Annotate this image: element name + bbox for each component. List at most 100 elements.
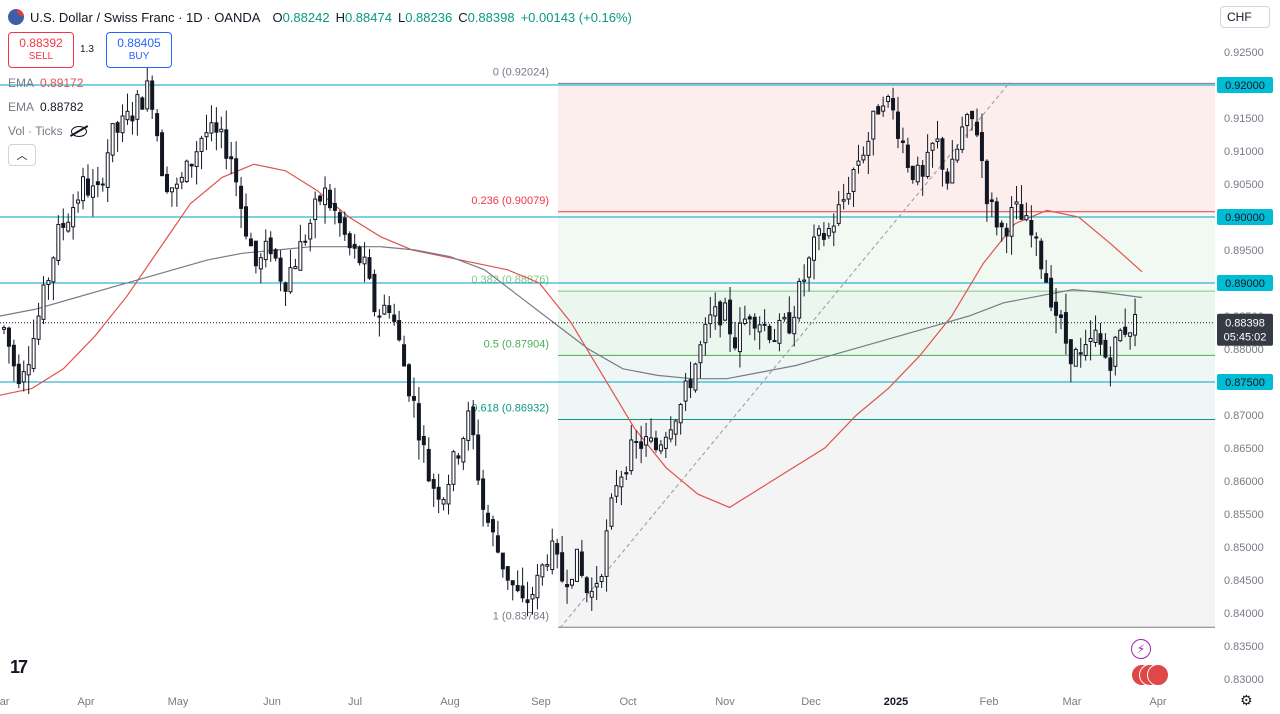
candle bbox=[31, 319, 36, 373]
candle-body bbox=[713, 306, 718, 317]
candle-body bbox=[1098, 333, 1103, 345]
candle-body bbox=[673, 420, 678, 435]
x-tick-label: Sep bbox=[531, 696, 551, 708]
candle-body bbox=[377, 315, 382, 318]
candle-body bbox=[273, 249, 278, 259]
collapse-legend-button[interactable]: ︿ bbox=[8, 144, 36, 166]
high-value: 0.88474 bbox=[344, 9, 392, 25]
candle-body bbox=[431, 479, 436, 489]
candle-body bbox=[308, 222, 313, 240]
candle bbox=[436, 473, 441, 514]
candle bbox=[851, 167, 856, 207]
candle-body bbox=[668, 429, 673, 440]
candle-body bbox=[604, 530, 609, 577]
candle bbox=[184, 159, 189, 183]
candle bbox=[209, 105, 214, 142]
candle-body bbox=[525, 599, 530, 604]
candle bbox=[579, 539, 584, 578]
candle bbox=[416, 386, 421, 460]
candle-body bbox=[683, 380, 688, 402]
symbol-title[interactable]: U.S. Dollar / Swiss Franc · 1D · OANDA bbox=[30, 9, 261, 25]
buy-button[interactable]: 0.88405 BUY bbox=[106, 32, 172, 68]
candle bbox=[718, 300, 723, 338]
candle bbox=[244, 193, 249, 240]
ema-fast-legend[interactable]: EMA 0.89172 bbox=[8, 76, 83, 90]
candle-body bbox=[960, 126, 965, 150]
candle-body bbox=[362, 256, 367, 265]
flags-icon[interactable] bbox=[1131, 664, 1169, 686]
eye-slash-icon[interactable] bbox=[70, 126, 87, 138]
candle-body bbox=[155, 113, 160, 137]
candle-body bbox=[826, 228, 831, 237]
fib-label: 0.5 (0.87904) bbox=[484, 338, 549, 350]
y-tick-label: 0.86500 bbox=[1224, 443, 1264, 455]
candle-body bbox=[520, 585, 525, 599]
volume-legend[interactable]: Vol · Ticks bbox=[8, 124, 87, 138]
ema-fast-line bbox=[0, 163, 1143, 509]
settings-icon[interactable]: ⚙ bbox=[1240, 692, 1253, 708]
candle-body bbox=[397, 320, 402, 341]
candle-body bbox=[505, 566, 510, 581]
lightning-icon[interactable]: ⚡ bbox=[1131, 639, 1151, 659]
candle bbox=[125, 93, 130, 125]
candle bbox=[318, 194, 323, 206]
candle-body bbox=[565, 583, 570, 588]
candle-body bbox=[836, 204, 841, 224]
candle bbox=[713, 292, 718, 330]
candle bbox=[278, 250, 283, 292]
candle-body bbox=[456, 455, 461, 459]
candle bbox=[1078, 337, 1083, 368]
candle bbox=[461, 436, 466, 471]
sell-button[interactable]: 0.88392 SELL bbox=[8, 32, 74, 68]
candle-body bbox=[1044, 273, 1049, 283]
y-tick-label: 0.85000 bbox=[1224, 542, 1264, 554]
candle bbox=[807, 256, 812, 292]
candle bbox=[145, 64, 150, 112]
candle bbox=[1019, 185, 1024, 220]
candle bbox=[446, 474, 451, 515]
candle bbox=[174, 177, 179, 207]
candle-body bbox=[41, 284, 46, 320]
candle bbox=[402, 335, 407, 367]
candle-body bbox=[1014, 201, 1019, 205]
candle-body bbox=[688, 379, 693, 389]
candle bbox=[560, 536, 565, 583]
usd-chf-flag-icon bbox=[8, 9, 24, 25]
candle bbox=[871, 110, 876, 156]
candle-body bbox=[728, 299, 733, 335]
candle-body bbox=[26, 364, 31, 376]
candle bbox=[550, 528, 555, 575]
candle-body bbox=[812, 236, 817, 261]
candle-body bbox=[560, 552, 565, 582]
candle bbox=[90, 168, 95, 217]
currency-selector[interactable]: CHF bbox=[1220, 6, 1270, 28]
candle bbox=[935, 120, 940, 149]
candle-body bbox=[490, 519, 495, 533]
candle-body bbox=[253, 240, 258, 267]
candle-body bbox=[930, 142, 935, 151]
candle-body bbox=[461, 438, 466, 463]
candle bbox=[21, 360, 26, 392]
change-value: +0.00143 (+0.16%) bbox=[520, 9, 632, 25]
candle bbox=[332, 187, 337, 225]
candle-body bbox=[387, 305, 392, 314]
tradingview-logo-icon[interactable]: 17 bbox=[10, 657, 28, 677]
y-tick-label: 0.85500 bbox=[1224, 509, 1264, 521]
candle bbox=[668, 416, 673, 443]
candle bbox=[570, 578, 574, 589]
ema-slow-legend[interactable]: EMA 0.88782 bbox=[8, 100, 83, 114]
candle bbox=[140, 96, 145, 110]
candle bbox=[658, 440, 663, 455]
candle-body bbox=[792, 316, 797, 335]
candle bbox=[1044, 259, 1049, 283]
candle-body bbox=[125, 110, 130, 121]
candle-body bbox=[653, 437, 658, 451]
candle bbox=[520, 567, 525, 603]
y-tick-label: 0.91500 bbox=[1224, 113, 1264, 125]
candle-body bbox=[135, 94, 140, 120]
candle bbox=[767, 324, 772, 344]
x-tick-label: Aug bbox=[440, 696, 460, 708]
candle bbox=[1068, 339, 1073, 383]
candle-body bbox=[95, 181, 100, 186]
